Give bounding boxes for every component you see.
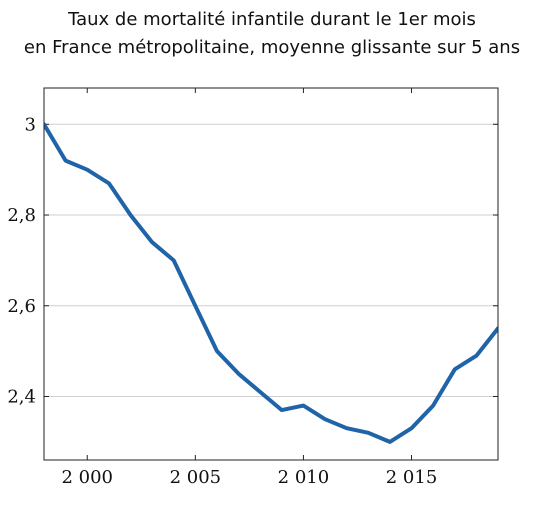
chart-title-line-1: Taux de mortalité infantile durant le 1e… xyxy=(68,9,476,30)
axis-ticks xyxy=(44,88,498,460)
x-tick-label: 2 015 xyxy=(386,467,438,488)
x-tick-label: 2 000 xyxy=(61,467,113,488)
x-tick-label: 2 010 xyxy=(278,467,330,488)
series-line xyxy=(44,122,498,444)
x-tick-label: 2 005 xyxy=(170,467,222,488)
plot-frame xyxy=(43,87,499,461)
y-tick-label: 2,8 xyxy=(7,205,36,226)
y-tick-label: 2,6 xyxy=(7,296,36,317)
chart-title-line-2: en France métropolitaine, moyenne glissa… xyxy=(23,37,521,58)
y-tick-label: 2,4 xyxy=(7,386,36,407)
grid-lines xyxy=(44,123,498,397)
series-layer xyxy=(43,122,499,444)
y-tick-label: 3 xyxy=(25,114,36,135)
chart-title: Taux de mortalité infantile durant le 1e… xyxy=(0,6,544,62)
tick-labels: 2,4 2,6 2,8 3 2 000 2 005 2 010 2 015 xyxy=(7,114,437,488)
